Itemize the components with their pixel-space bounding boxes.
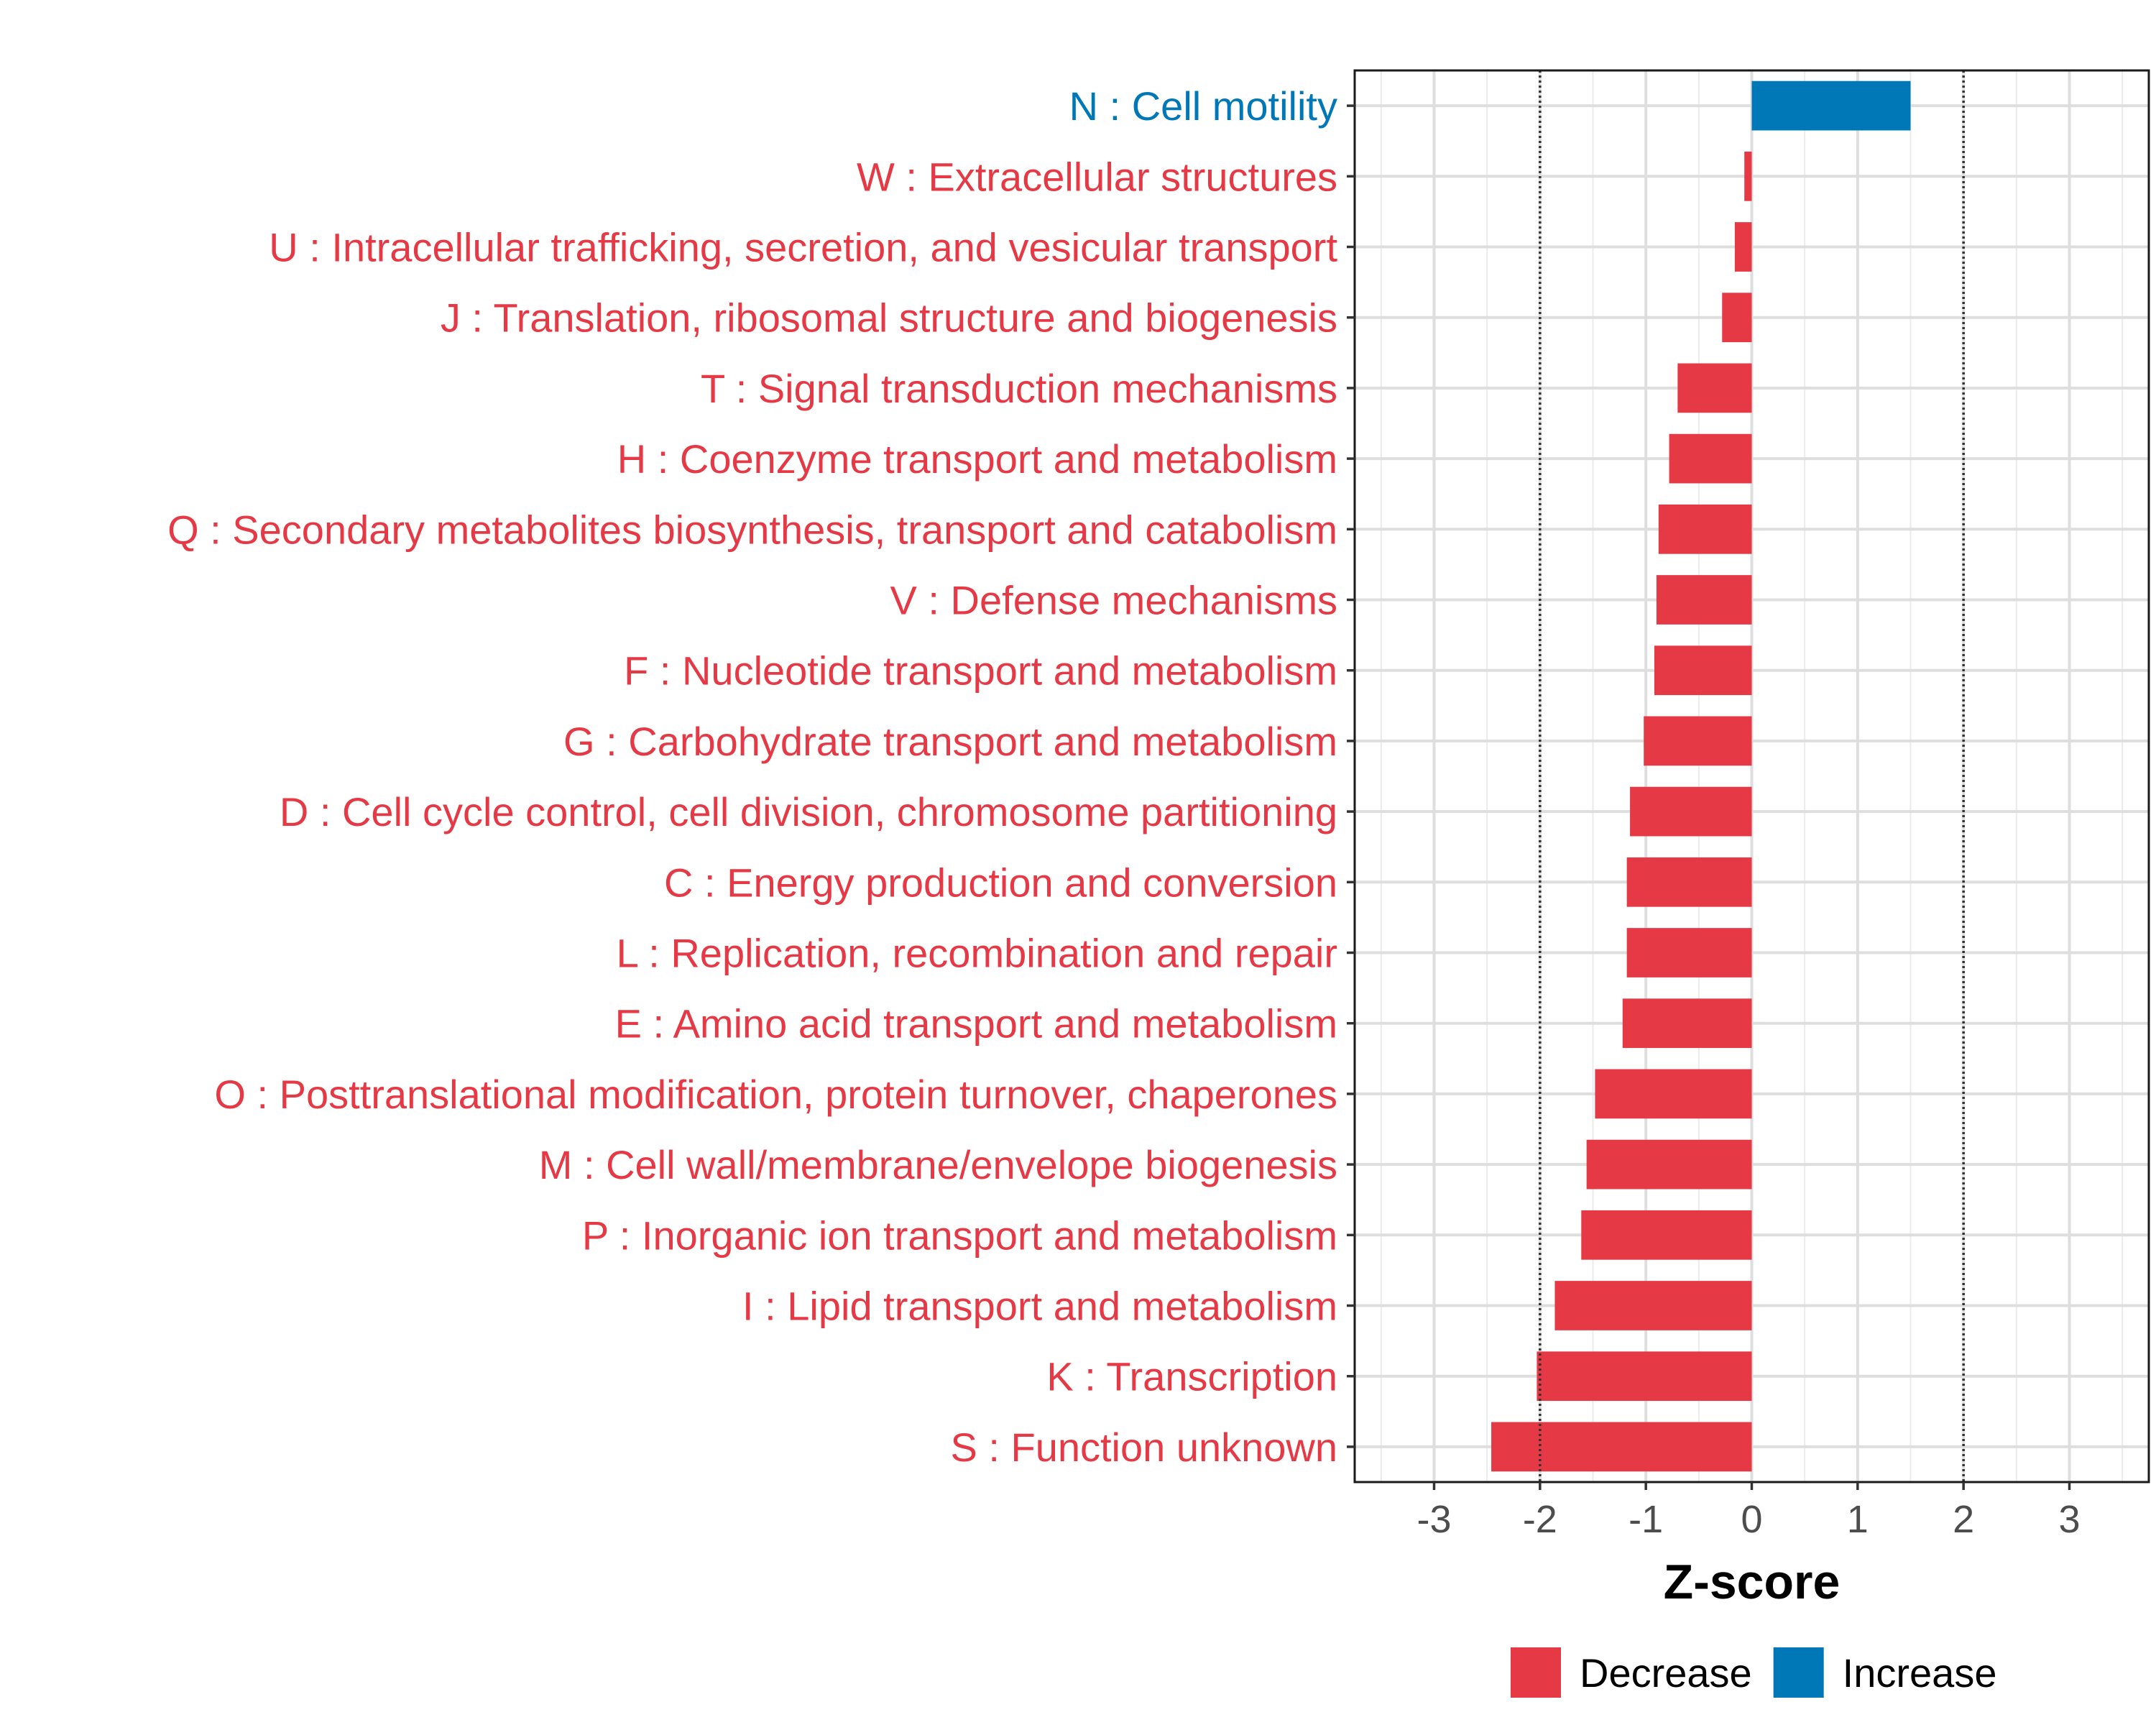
bar-decrease <box>1554 1281 1752 1330</box>
bar-decrease <box>1677 363 1752 413</box>
y-tick-marks <box>1347 104 1355 1448</box>
category-label: U : Intracellular trafficking, secretion… <box>269 225 1337 270</box>
category-label: Q : Secondary metabolites biosynthesis, … <box>167 507 1337 552</box>
category-label: V : Defense mechanisms <box>890 578 1337 623</box>
bar-decrease <box>1626 928 1752 978</box>
bars <box>1491 80 1911 1472</box>
x-tick-label: 2 <box>1953 1498 1974 1541</box>
bar-decrease <box>1658 504 1752 554</box>
bar-increase <box>1751 80 1911 131</box>
reference-lines <box>1539 70 1965 1482</box>
bar-decrease <box>1722 293 1752 343</box>
category-label: P : Inorganic ion transport and metaboli… <box>582 1213 1337 1258</box>
category-label: H : Coenzyme transport and metabolism <box>617 436 1337 482</box>
category-label: E : Amino acid transport and metabolism <box>615 1001 1337 1046</box>
x-tick-labels: -3 -2 -1 0 1 2 3 <box>1416 1498 2080 1541</box>
bar-decrease <box>1630 786 1752 837</box>
bar-decrease <box>1669 433 1752 484</box>
bar-decrease <box>1586 1139 1752 1190</box>
category-label: M : Cell wall/membrane/envelope biogenes… <box>539 1142 1337 1187</box>
x-tick-label: 0 <box>1741 1498 1762 1541</box>
x-tick-label: 3 <box>2058 1498 2080 1541</box>
legend-label: Decrease <box>1580 1650 1752 1696</box>
x-tick-label: -2 <box>1523 1498 1557 1541</box>
category-label: I : Lipid transport and metabolism <box>742 1284 1337 1329</box>
x-tick-marks <box>1432 1482 2071 1490</box>
category-label: J : Translation, ribosomal structure and… <box>441 295 1337 341</box>
category-label: S : Function unknown <box>950 1425 1337 1470</box>
category-label: L : Replication, recombination and repai… <box>617 931 1337 976</box>
category-label: N : Cell motility <box>1069 83 1337 129</box>
category-label: O : Posttranslational modification, prot… <box>214 1072 1337 1117</box>
x-tick-label: -3 <box>1416 1498 1451 1541</box>
legend-key-decrease <box>1511 1647 1561 1698</box>
bar-decrease <box>1734 222 1752 272</box>
bar-decrease <box>1656 575 1752 625</box>
bar-decrease <box>1744 151 1752 201</box>
bar-decrease <box>1654 645 1752 696</box>
category-labels: N : Cell motility W : Extracellular struc… <box>167 83 1337 1470</box>
bar-decrease <box>1537 1351 1752 1402</box>
category-label: C : Energy production and conversion <box>664 860 1337 905</box>
legend: Decrease Increase <box>1511 1647 1996 1698</box>
legend-label: Increase <box>1843 1650 1997 1696</box>
category-label: T : Signal transduction mechanisms <box>701 366 1337 411</box>
category-label: K : Transcription <box>1046 1354 1337 1399</box>
category-label: D : Cell cycle control, cell division, c… <box>280 789 1337 834</box>
legend-key-increase <box>1773 1647 1824 1698</box>
category-label: F : Nucleotide transport and metabolism <box>624 648 1337 694</box>
bar-decrease <box>1622 998 1752 1049</box>
bar-decrease <box>1491 1422 1752 1472</box>
bar-decrease <box>1644 716 1752 766</box>
bar-decrease <box>1595 1069 1752 1119</box>
category-label: W : Extracellular structures <box>857 154 1337 199</box>
x-tick-label: 1 <box>1847 1498 1869 1541</box>
bar-decrease <box>1626 857 1752 907</box>
category-label: G : Carbohydrate transport and metabolis… <box>563 719 1337 764</box>
bar-decrease <box>1581 1210 1752 1260</box>
x-axis-title: Z-score <box>1664 1555 1841 1609</box>
x-tick-label: -1 <box>1628 1498 1663 1541</box>
